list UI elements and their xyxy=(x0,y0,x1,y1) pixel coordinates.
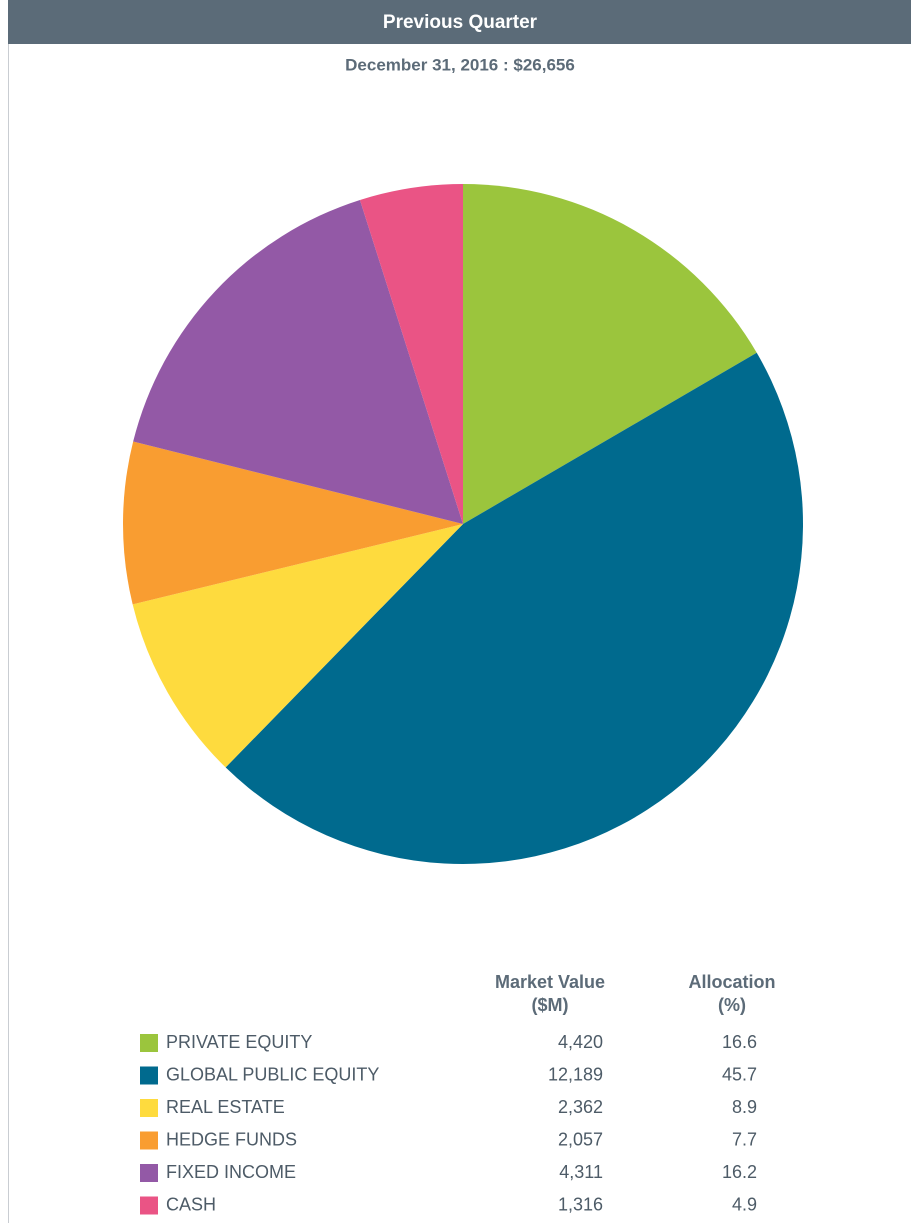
market-value: 12,189 xyxy=(548,1064,603,1084)
legend-swatch xyxy=(140,1066,158,1085)
legend-label: CASH xyxy=(166,1194,216,1214)
legend-swatch xyxy=(140,1034,158,1052)
chart-subtitle: December 31, 2016 : $26,656 xyxy=(345,55,575,74)
legend-label: REAL ESTATE xyxy=(166,1097,285,1117)
allocation: 4.9 xyxy=(732,1194,757,1214)
pie-slice xyxy=(225,352,804,865)
market-value: 2,362 xyxy=(558,1097,603,1117)
allocation: 7.7 xyxy=(732,1129,757,1149)
legend-table: Market Value ($M) Allocation (%) PRIVATE EQU… xyxy=(140,972,776,1215)
header-bar xyxy=(8,0,911,44)
allocation: 45.7 xyxy=(722,1064,757,1084)
column-header: (%) xyxy=(718,995,746,1015)
pie-slice xyxy=(132,524,464,768)
pie-slice xyxy=(463,184,757,524)
pie xyxy=(122,184,804,865)
allocation: 16.6 xyxy=(722,1032,757,1052)
chart-title: Previous Quarter xyxy=(383,12,538,33)
allocation: 8.9 xyxy=(732,1097,757,1117)
legend-swatch xyxy=(140,1164,158,1182)
column-header: Allocation xyxy=(688,972,775,992)
allocation: 16.2 xyxy=(722,1162,757,1182)
pie-slice xyxy=(359,184,463,524)
market-value: 2,057 xyxy=(558,1129,603,1149)
pie-slice xyxy=(133,199,463,524)
pie-slice xyxy=(122,441,463,605)
legend-swatch xyxy=(140,1099,158,1117)
legend-label: HEDGE FUNDS xyxy=(166,1129,297,1149)
column-header: Market Value xyxy=(495,972,605,992)
legend-swatch xyxy=(140,1131,158,1150)
legend-label: FIXED INCOME xyxy=(166,1162,296,1182)
market-value: 4,420 xyxy=(558,1032,603,1052)
market-value: 4,311 xyxy=(559,1162,603,1182)
legend-label: GLOBAL PUBLIC EQUITY xyxy=(166,1064,379,1084)
column-header: ($M) xyxy=(532,995,569,1015)
legend-swatch xyxy=(140,1196,158,1215)
market-value: 1,316 xyxy=(558,1194,603,1214)
legend-label: PRIVATE EQUITY xyxy=(166,1032,312,1052)
